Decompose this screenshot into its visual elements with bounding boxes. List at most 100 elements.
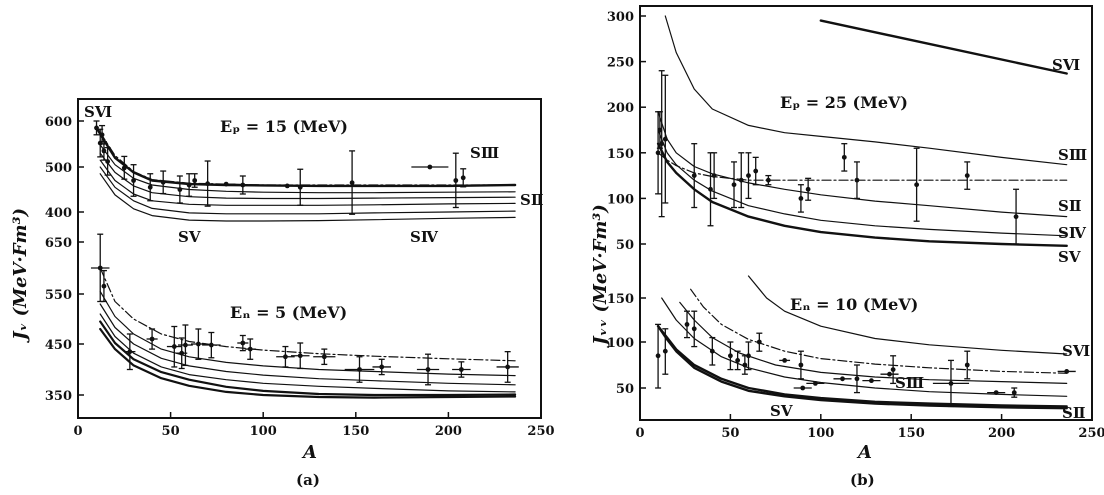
data-point [176,175,183,204]
data-point [797,350,804,380]
data-point [178,324,193,367]
data-point [662,74,669,204]
data-point [344,356,375,383]
x-tick-label: 250 [1078,426,1104,441]
data-point [104,147,111,176]
data-point [833,376,852,382]
panel-b-y-axis-label: Jᵥᵥ (MeV·Fm³) [590,204,611,348]
x-tick-label: 50 [721,426,739,441]
y-tick-label: 650 [45,236,72,251]
curve-curve-n5-5 [99,327,517,399]
data-point [734,350,741,371]
y-tick-label: 100 [607,336,634,351]
data-point [711,152,718,200]
data-point [190,328,206,360]
panel-b-upper-curve-labels: SⅥ SⅢ SⅡ SⅣ SⅤ [1052,56,1087,266]
curve-SⅤ [99,166,516,215]
data-point [130,164,137,197]
panel-a-x-ticks: 0 50 100 150 200 250 [73,412,555,439]
data-point [160,170,167,195]
curve-SⅣ [657,129,1068,237]
curve-SⅡ [99,144,516,194]
curve-SⅤ [656,142,1068,248]
data-point [731,161,738,209]
panel-b-lower-points [655,310,1076,408]
data-point [349,150,356,215]
panel-b-lower-curve-labels: SⅥ SⅤ SⅡ SⅢ [770,342,1090,422]
curve-label: SⅢ [470,144,499,162]
data-point [964,350,971,380]
data-point [707,152,714,227]
x-tick-label: 200 [435,424,462,439]
data-point [452,152,459,209]
curve-label: SⅥ [1052,56,1080,74]
curve-label: SⅡ [520,191,543,209]
data-point [1057,369,1076,374]
curve-label: SⅢ [895,374,924,392]
data-point [738,152,745,209]
data-point [416,353,440,386]
x-tick-label: 100 [250,424,277,439]
data-point [191,173,198,188]
y-tick-label: 350 [45,389,72,404]
panel-a-sublabel: (a) [296,471,320,489]
data-point [745,152,752,200]
data-point [913,147,920,222]
curve-SⅥ [95,126,517,188]
panel-b-x-ticks: 0 50 100 150 200 250 [635,414,1104,441]
data-point [239,175,246,195]
curve-label: SⅣ [1058,224,1087,242]
panel-b-lower-y-ticks: 50 100 150 [607,292,646,397]
data-point [147,173,154,202]
data-point [890,355,897,385]
data-point [841,143,848,172]
curve-SⅢ [664,15,1068,166]
curve-SⅥ [747,275,1068,355]
curve-label: SⅤ [1058,248,1081,266]
x-tick-label: 50 [162,424,180,439]
y-tick-label: 300 [607,10,634,25]
curve-label: SⅥ [1062,342,1090,360]
x-tick-label: 100 [807,426,834,441]
panel-b-upper-annotation: Eₚ = 25 (MeV) [780,93,908,112]
data-point [987,390,1006,395]
y-tick-label: 50 [616,382,634,397]
panel-a: 0 50 100 150 200 250 400 500 600 350 450 550 650 S… [10,98,555,489]
data-point [216,181,236,187]
curve-curve-n5-2 [99,303,516,386]
data-point [756,332,763,352]
data-point [411,164,449,170]
panel-a-lower-points [90,233,519,386]
data-point [805,177,812,201]
data-point [496,350,519,383]
curve-curve-n5-4 [99,320,517,397]
data-point [745,341,752,371]
curve-label: SⅡ [1062,404,1085,422]
data-point [853,161,860,200]
data-point [460,168,467,188]
data-point [176,337,188,370]
curve-curve-n5-1 [99,290,516,377]
data-point [658,70,665,218]
data-point [121,155,128,180]
data-point [853,364,860,394]
curve-label: SⅡ [1058,197,1081,215]
y-tick-label: 200 [607,101,634,116]
x-tick-label: 150 [898,426,925,441]
curve-SⅢ [99,131,516,186]
panel-a-x-axis-label: A [301,442,317,463]
x-tick-label: 0 [73,424,82,439]
y-tick-label: 100 [607,192,634,207]
data-point [797,184,804,213]
data-point [932,359,970,408]
panel-b-upper-y-ticks: 50 100 150 200 250 300 [607,10,646,253]
data-point [752,156,759,186]
panel-a-lower-y-ticks: 350 450 550 650 [45,236,84,404]
curve-label: SⅤ [178,228,201,246]
data-point [372,358,391,376]
data-point [452,361,471,378]
panel-a-upper-y-ticks: 400 500 600 [45,115,84,221]
data-point [276,345,295,368]
panel-b-sublabel: (b) [850,471,875,489]
